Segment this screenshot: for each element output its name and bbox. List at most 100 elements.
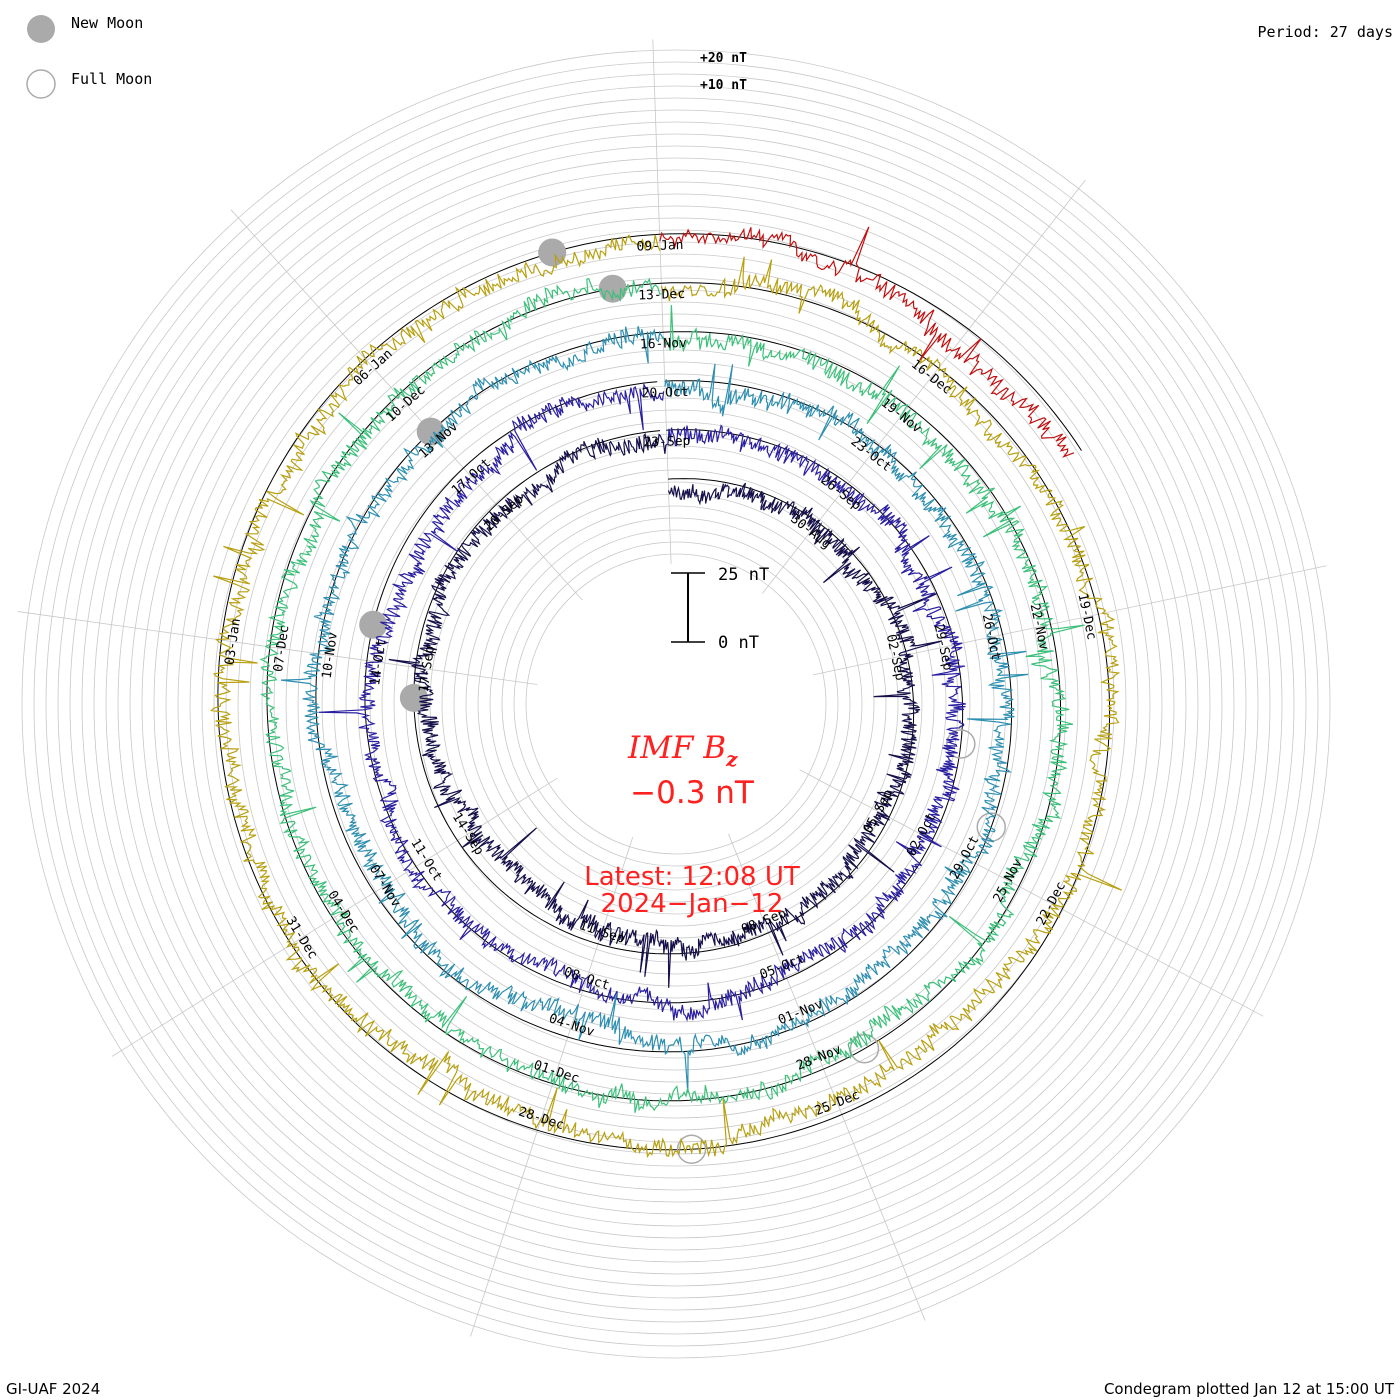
bz-traces (210, 226, 1123, 1159)
grid-ring (321, 349, 1031, 1059)
grid-ring (45, 73, 1307, 1335)
day-spoke (230, 209, 583, 601)
zero-reference-turn (266, 282, 1062, 1102)
grid-ring (21, 49, 1331, 1359)
date-label: 20-Oct (641, 385, 688, 402)
date-label: 07-Dec (271, 624, 292, 673)
new-moon-marker (359, 610, 388, 639)
scale-bar-top-label: 25 nT (718, 565, 769, 585)
date-label: 13-Dec (638, 287, 685, 304)
day-spoke (652, 39, 672, 565)
grid-ring (225, 253, 1127, 1155)
date-label: 17-Oct (449, 456, 494, 499)
bz-trace (210, 234, 1123, 1159)
grid-ring (249, 277, 1103, 1131)
day-spoke (799, 769, 1264, 1017)
grid-ring (513, 541, 839, 867)
date-label: 05-Sep (861, 787, 896, 836)
date-label: 23-Sep (643, 434, 691, 451)
legend: New Moon Full Moon (26, 14, 152, 99)
plotted-label: Condegram plotted Jan 12 at 15:00 UT (1104, 1380, 1395, 1398)
grid-ring (489, 517, 863, 891)
day-spokes (17, 39, 1327, 1337)
ring-label-10: +10 nT (700, 78, 747, 93)
date-label: 22-Dec (1034, 879, 1069, 928)
grid-ring (273, 301, 1079, 1107)
date-label: 16-Nov (640, 336, 688, 353)
imf-title: IMF Bz (627, 730, 738, 771)
zero-reference-turn (364, 381, 964, 1004)
grid-ring (153, 181, 1199, 1227)
grid-ring (345, 373, 1007, 1035)
credit-label: GI-UAF 2024 (6, 1380, 100, 1398)
grid-ring (285, 313, 1067, 1095)
grid-ring (33, 61, 1319, 1347)
grid-ring (81, 109, 1271, 1299)
scale-bar: 25 nT 0 nT (671, 565, 769, 653)
zero-reference-turn (217, 233, 1111, 1151)
full-moon-marker (946, 729, 976, 759)
period-label: Period: 27 days (1258, 23, 1393, 41)
date-label: 29-Sep (931, 623, 955, 672)
moon-markers (359, 238, 1006, 1164)
grid-ring (333, 361, 1019, 1047)
new-moon-legend-icon (27, 15, 55, 43)
date-label: 10-Nov (320, 631, 341, 680)
bz-trace (259, 277, 1085, 1113)
scale-bar-bottom-label: 0 nT (718, 633, 759, 653)
latest-time: Latest: 12:08 UT (584, 862, 800, 892)
day-spoke (812, 565, 1327, 676)
bz-trace (318, 382, 966, 1022)
grid-ring (381, 409, 971, 999)
grid-ring (501, 529, 851, 879)
grid-ring (465, 493, 887, 915)
day-spoke (470, 837, 634, 1337)
day-spoke (111, 777, 558, 1057)
date-label: 11-Sep (577, 918, 626, 947)
date-label: 07-Nov (366, 862, 404, 910)
grid-ring (261, 289, 1091, 1119)
imf-title-main: IMF B (627, 730, 726, 766)
day-spoke (17, 611, 538, 685)
grid-ring (189, 217, 1163, 1191)
grid-ring (201, 229, 1151, 1179)
date-label: 03-Jan (223, 618, 244, 667)
zero-reference-turn (659, 233, 1082, 451)
date-label: 29-Oct (947, 833, 982, 882)
bz-trace (388, 432, 943, 988)
full-moon-legend-icon (26, 69, 56, 99)
grid-ring (129, 157, 1223, 1251)
grid-ring (93, 121, 1259, 1287)
imf-title-subscript: z (725, 747, 738, 771)
grid-ring (57, 85, 1295, 1323)
bz-trace (280, 326, 1029, 1093)
grid-ring (165, 193, 1187, 1215)
imf-value: −0.3 nT (630, 775, 755, 811)
grid-ring (105, 133, 1247, 1275)
date-label: 14-Sep (449, 810, 487, 858)
date-label: 28-Dec (517, 1105, 566, 1134)
date-label: 14-Oct (368, 638, 389, 687)
date-label: 26-Oct (979, 613, 1003, 662)
date-label: 25-Nov (991, 856, 1026, 905)
full-moon-marker (676, 1134, 707, 1164)
new-moon-marker (598, 274, 627, 303)
grid-ring (525, 553, 827, 855)
grid-ring (453, 481, 899, 927)
ring-label-20: +20 nT (700, 51, 747, 66)
date-label: 08-Oct (562, 965, 611, 994)
new-moon-marker (416, 417, 445, 446)
date-label: 17-Sep (417, 645, 438, 694)
grid-ring (117, 145, 1235, 1263)
grid-rings (21, 49, 1331, 1359)
latest-date: 2024−Jan−12 (601, 889, 784, 919)
date-label: 22-Nov (1027, 602, 1051, 651)
center-readout: IMF Bz −0.3 nT Latest: 12:08 UT 2024−Jan… (584, 730, 800, 919)
grid-ring (177, 205, 1175, 1203)
full-moon-legend-label: Full Moon (71, 70, 152, 88)
day-spoke (728, 833, 926, 1321)
grid-ring (141, 169, 1211, 1239)
grid-ring (69, 97, 1283, 1311)
bz-trace (659, 226, 1075, 458)
